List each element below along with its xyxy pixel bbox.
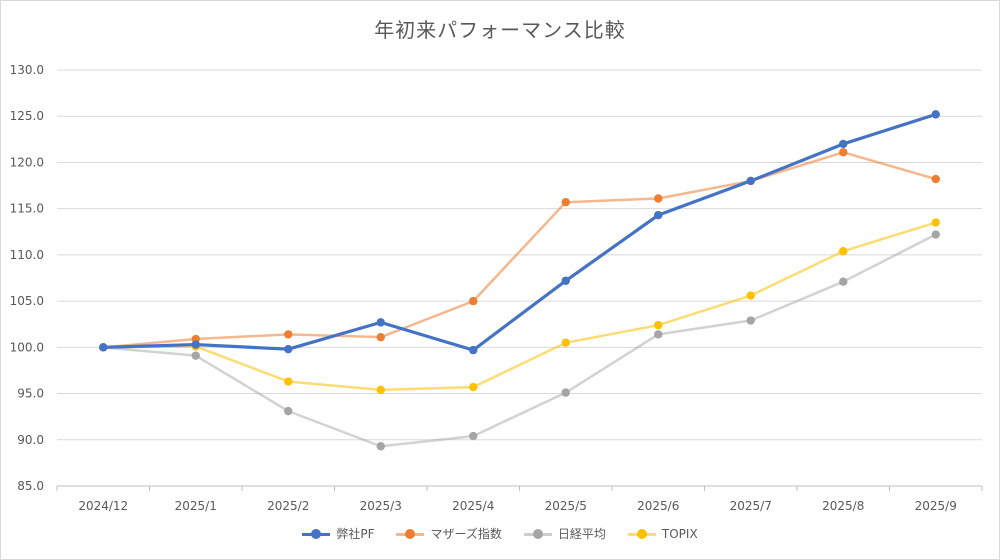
legend-label: TOPIX bbox=[661, 526, 698, 541]
series-4 bbox=[99, 218, 940, 395]
y-tick-label: 125.0 bbox=[10, 109, 44, 123]
y-tick-label: 85.0 bbox=[17, 479, 44, 493]
data-point bbox=[469, 382, 478, 392]
legend-item: 弊社PF bbox=[302, 525, 374, 542]
data-point bbox=[931, 110, 940, 119]
y-tick-label: 90.0 bbox=[17, 433, 44, 447]
data-point bbox=[561, 338, 570, 347]
data-point bbox=[839, 277, 848, 286]
x-tick-label: 2025/2 bbox=[267, 499, 309, 513]
data-point bbox=[746, 316, 755, 325]
data-point bbox=[376, 332, 385, 342]
x-tick-label: 2025/7 bbox=[730, 499, 772, 513]
data-point bbox=[839, 246, 848, 256]
series-1 bbox=[99, 110, 940, 355]
y-tick-label: 130.0 bbox=[10, 63, 44, 77]
data-point bbox=[99, 343, 108, 352]
gridlines bbox=[57, 69, 982, 487]
legend-label: 弊社PF bbox=[336, 527, 375, 541]
series-2 bbox=[99, 148, 940, 352]
legend-item: TOPIX bbox=[627, 526, 698, 541]
series-line bbox=[101, 112, 938, 352]
data-point bbox=[931, 218, 940, 227]
legend-label: マザーズ指数 bbox=[430, 527, 502, 541]
data-point bbox=[284, 330, 293, 339]
data-point bbox=[561, 388, 570, 397]
data-point bbox=[746, 291, 755, 300]
data-point bbox=[746, 176, 755, 186]
data-point bbox=[376, 385, 385, 395]
x-tick-label: 2025/8 bbox=[822, 499, 864, 513]
data-point bbox=[376, 442, 385, 451]
y-tick-label: 115.0 bbox=[10, 202, 44, 216]
y-tick-label: 95.0 bbox=[17, 387, 44, 401]
legend-swatch bbox=[302, 528, 331, 540]
x-tick-label: 2025/6 bbox=[637, 499, 679, 513]
data-point bbox=[561, 197, 570, 207]
chart-title: 年初来パフォーマンス比較 bbox=[374, 18, 626, 42]
series-3 bbox=[99, 230, 940, 451]
data-point bbox=[376, 318, 385, 327]
data-point bbox=[561, 276, 570, 285]
data-point bbox=[654, 330, 663, 339]
data-point bbox=[191, 340, 200, 349]
series-lines bbox=[99, 110, 940, 451]
data-point bbox=[654, 320, 663, 330]
data-point bbox=[191, 351, 200, 360]
y-tick-label: 100.0 bbox=[10, 340, 44, 354]
y-tick-label: 105.0 bbox=[10, 294, 44, 308]
data-point bbox=[839, 148, 848, 157]
data-point bbox=[469, 345, 478, 355]
data-point bbox=[931, 174, 940, 184]
legend-item: マザーズ指数 bbox=[396, 525, 502, 542]
legend-swatch bbox=[523, 528, 552, 540]
legend-swatch bbox=[396, 528, 425, 540]
data-point bbox=[839, 139, 848, 149]
x-tick-label: 2025/5 bbox=[545, 499, 587, 513]
data-point bbox=[284, 377, 293, 386]
x-tick-label: 2025/1 bbox=[175, 499, 217, 513]
data-point bbox=[284, 344, 293, 354]
data-point bbox=[654, 210, 663, 220]
x-tick-label: 2025/3 bbox=[360, 499, 402, 513]
y-tick-label: 120.0 bbox=[10, 155, 44, 169]
legend-swatch bbox=[627, 528, 656, 540]
x-tick-label: 2025/4 bbox=[452, 499, 494, 513]
data-point bbox=[469, 431, 478, 441]
legend: 弊社PF マザーズ指数 日経平均 TOPIX bbox=[0, 525, 1000, 542]
y-tick-label: 110.0 bbox=[10, 248, 44, 262]
data-point bbox=[284, 406, 293, 416]
x-tick-label: 2024/12 bbox=[78, 499, 128, 513]
series-line bbox=[102, 151, 937, 349]
axes: 85.0 90.0 95.0 100.0 105.0 110.0 115.0 120.0 125… bbox=[10, 63, 983, 513]
data-point bbox=[654, 194, 663, 203]
series-line bbox=[102, 221, 937, 392]
series-line bbox=[102, 233, 937, 448]
x-tick-label: 2025/9 bbox=[915, 499, 957, 513]
data-point bbox=[469, 296, 478, 306]
data-point bbox=[931, 230, 940, 239]
legend-item: 日経平均 bbox=[523, 525, 606, 542]
legend-label: 日経平均 bbox=[557, 527, 606, 541]
